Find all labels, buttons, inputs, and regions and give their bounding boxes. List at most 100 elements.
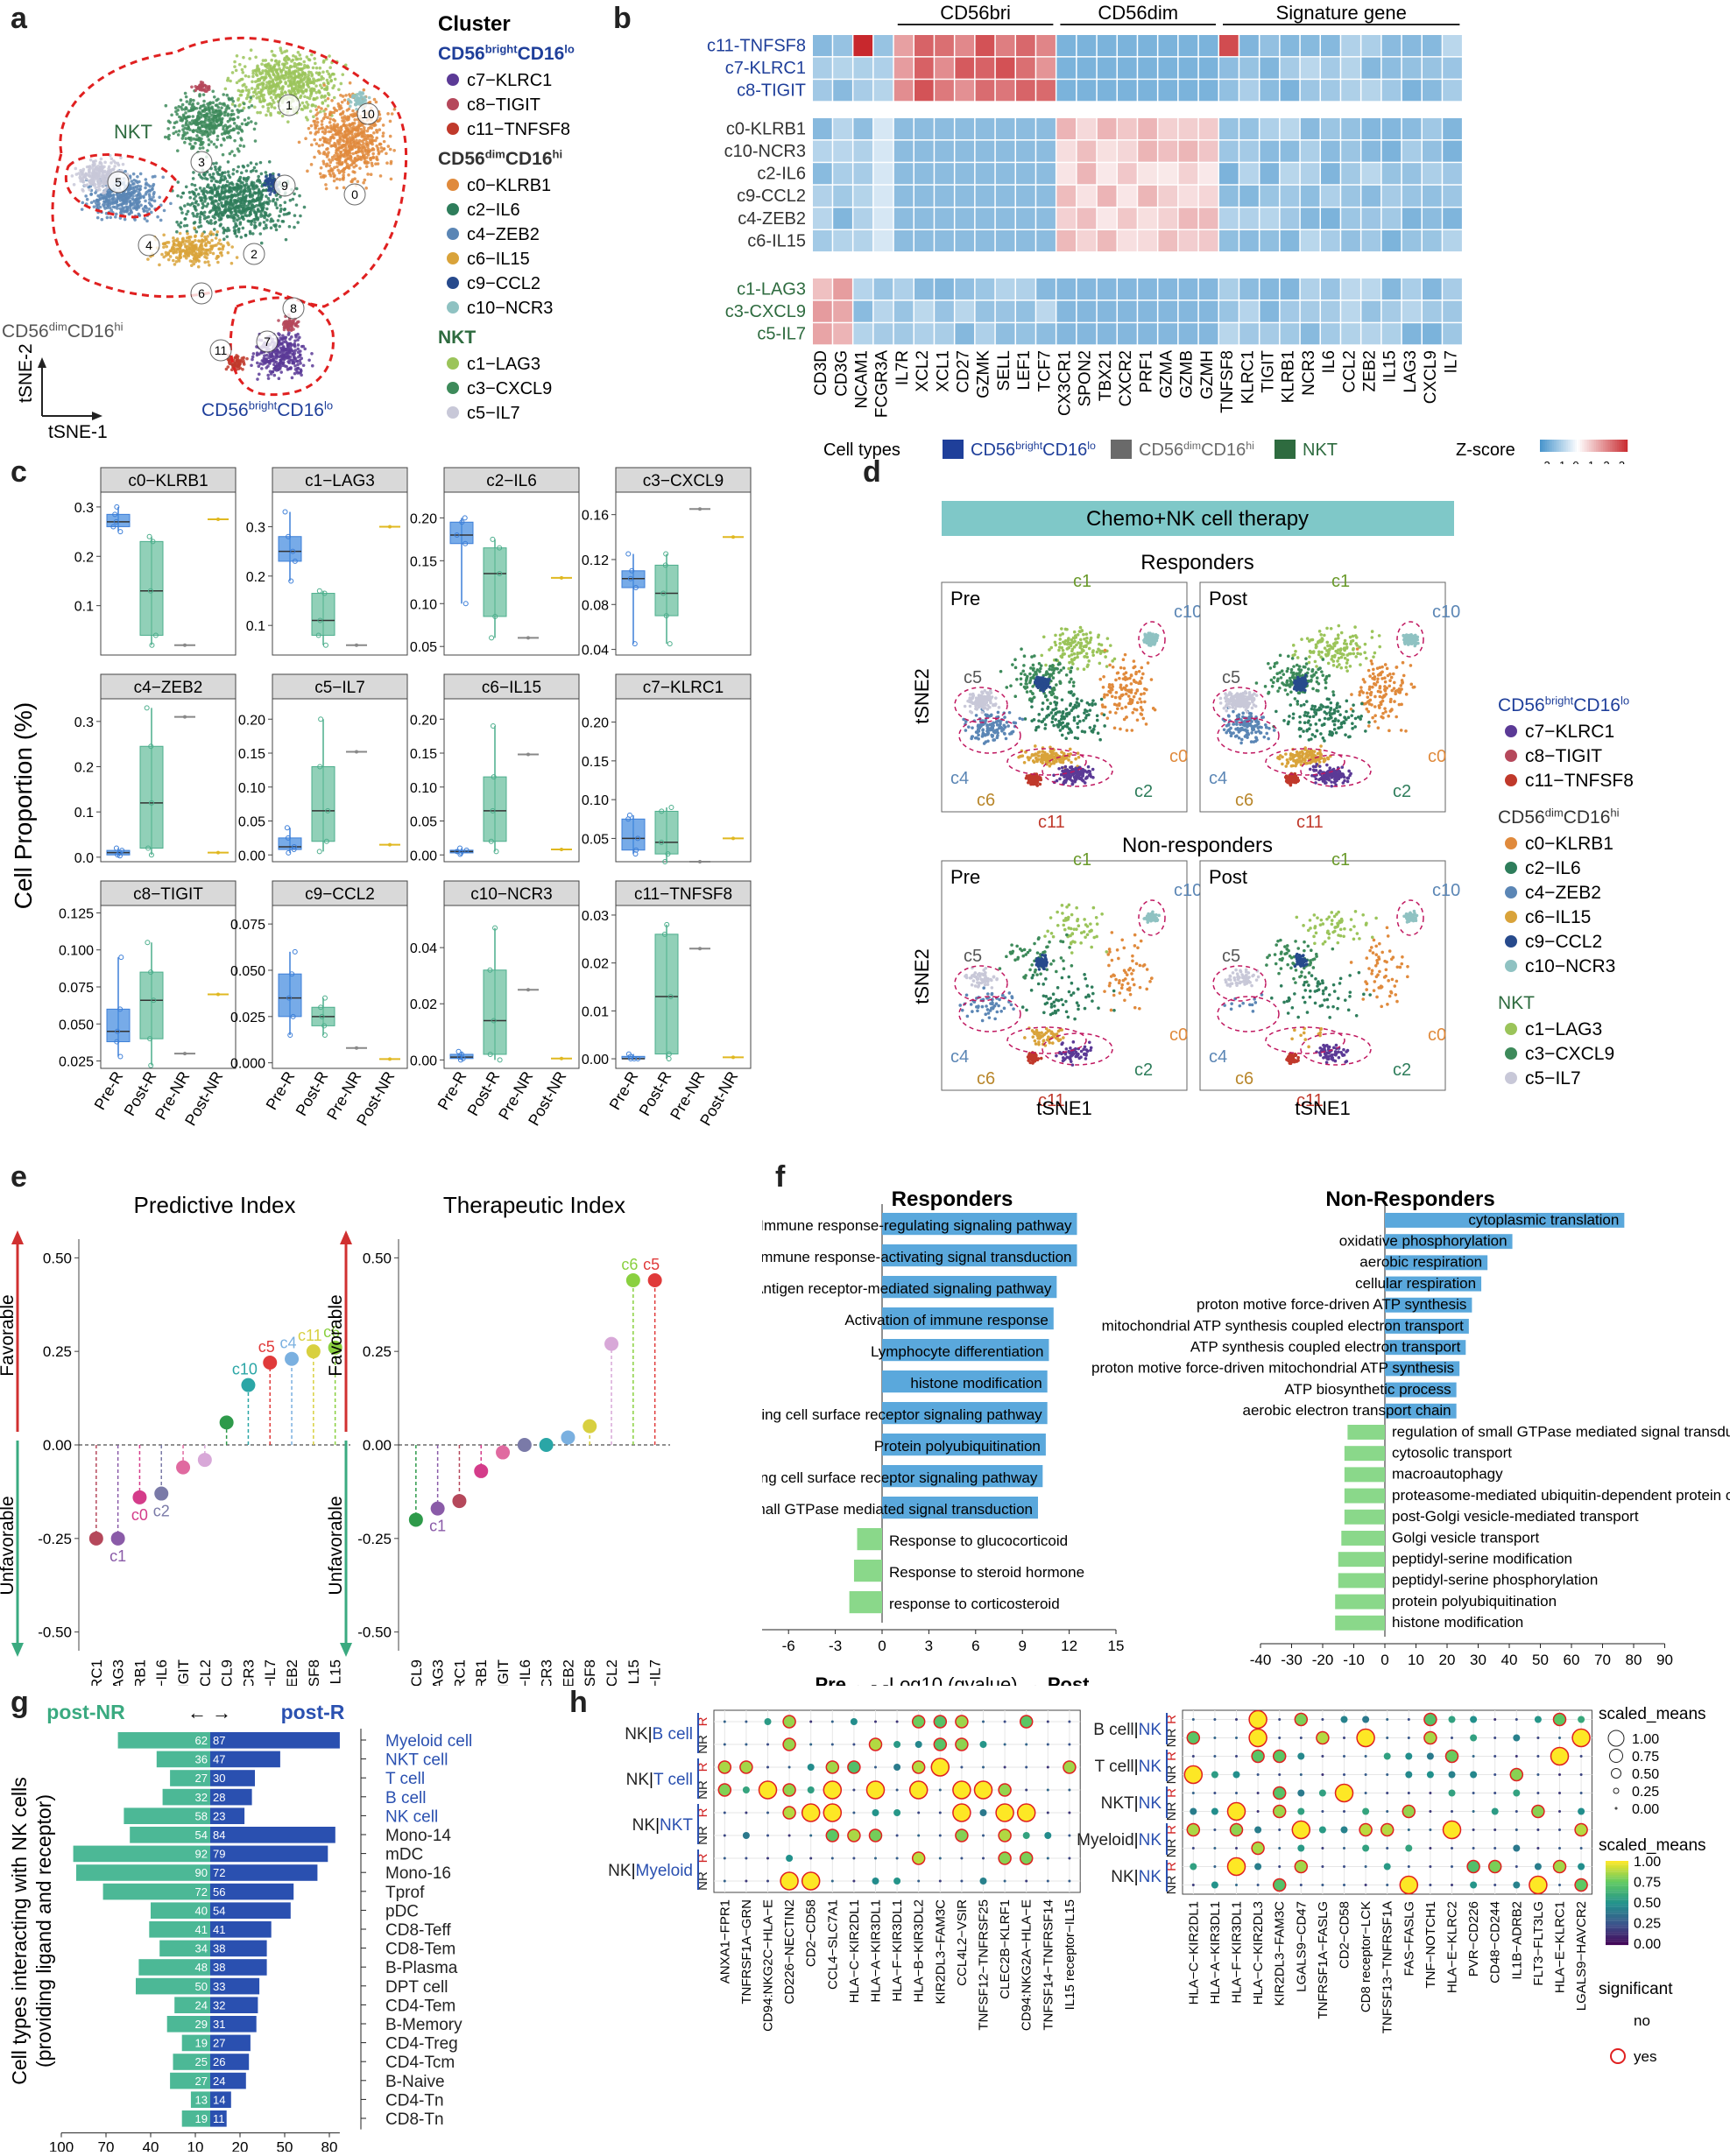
heatmap-cell [1199, 301, 1218, 322]
facet-title: c5−IL7 [314, 679, 365, 697]
cell-point [309, 109, 313, 113]
heatmap-cell [874, 141, 893, 162]
heatmap-cell [1036, 163, 1056, 184]
zscore-gradient-step [1566, 440, 1568, 452]
cell-point [328, 66, 332, 69]
cell-point [158, 264, 161, 267]
cell-point [282, 361, 286, 364]
cell-point [220, 251, 223, 255]
cell-point [202, 100, 206, 103]
tsne-point [1083, 667, 1086, 671]
cell-point [152, 191, 156, 194]
heatmap-cell [1260, 141, 1279, 162]
cell-point [357, 123, 361, 127]
legend-item-label: c2−IL6 [467, 201, 520, 220]
cell-point [233, 65, 237, 68]
cell-point [81, 201, 84, 205]
cell-point [226, 79, 229, 82]
cluster-number-text: 2 [251, 247, 258, 261]
cell-point [270, 358, 273, 362]
heatmap-cell [1382, 186, 1402, 207]
heatmap-cell [1382, 208, 1402, 229]
cell-point [139, 173, 143, 176]
cell-point [130, 191, 133, 194]
cell-point [128, 187, 131, 191]
c-ytick-label: 0.3 [74, 501, 94, 516]
heatmap-cell [935, 163, 954, 184]
heatmap-cell [833, 58, 852, 79]
cell-point [254, 139, 258, 143]
zscore-gradient-step [1568, 440, 1570, 452]
cell-point [207, 183, 210, 187]
tsne-point [1055, 683, 1058, 687]
cell-point [152, 183, 156, 187]
heatmap-cell [1301, 323, 1320, 344]
zscore-gradient-step [1591, 440, 1592, 452]
cell-point [296, 360, 300, 363]
cell-point [136, 203, 139, 207]
cell-point [163, 209, 166, 213]
cell-point [175, 221, 179, 224]
cell-point [372, 124, 376, 128]
cell-point [289, 367, 293, 370]
legend-item-label: c9−CCL2 [467, 274, 540, 293]
tsne-point [1071, 662, 1075, 666]
heatmap-cell [1402, 278, 1422, 299]
tsne-point [1020, 677, 1023, 680]
cell-point [250, 95, 253, 99]
c-xtick-label: Pre-R [434, 1068, 470, 1113]
tsne-point [1082, 649, 1085, 652]
cell-point [322, 151, 326, 154]
cell-point [73, 183, 76, 187]
cell-point [300, 63, 303, 67]
cell-point [229, 113, 233, 116]
heatmap-cell [1077, 230, 1097, 251]
cell-point [211, 89, 215, 93]
cell-point [188, 121, 192, 124]
cell-point [239, 78, 243, 81]
cell-point [193, 197, 196, 201]
cell-point [216, 261, 220, 264]
legend-item-label: c7−KLRC1 [467, 71, 552, 90]
cell-point [261, 202, 265, 206]
tsne-point [1067, 667, 1070, 671]
cell-point [255, 93, 258, 96]
tsne-point [1069, 671, 1072, 674]
cell-point [258, 203, 262, 207]
cell-point [311, 81, 314, 84]
zscore-gradient-step [1547, 440, 1549, 452]
cell-point [210, 188, 214, 192]
heatmap-cell [1098, 163, 1117, 184]
cell-point [148, 193, 152, 196]
cell-point [201, 146, 205, 150]
cell-point [216, 190, 220, 194]
cell-point [210, 245, 214, 249]
heatmap-cell [894, 35, 914, 56]
cell-point [229, 136, 232, 139]
zscore-gradient-step [1624, 440, 1626, 452]
cell-point [310, 352, 314, 356]
cell-point [389, 135, 392, 138]
cell-point [314, 62, 317, 66]
cell-point [105, 176, 109, 180]
cell-point [380, 146, 384, 150]
heatmap-cell [996, 163, 1015, 184]
c-xtick-label: Pre-R [263, 1068, 299, 1113]
cell-point [362, 155, 365, 159]
zscore-gradient-step [1571, 440, 1573, 452]
heatmap-cell [894, 141, 914, 162]
heatmap-col-label: PRF1 [1137, 350, 1155, 393]
c-ytick-label: 0.075 [59, 981, 94, 996]
tsne-point [1084, 645, 1088, 649]
cell-point [186, 100, 189, 103]
cell-point [347, 173, 350, 177]
cell-point [203, 173, 207, 177]
heatmap-cell [1341, 118, 1360, 139]
cell-point [132, 173, 136, 176]
box-point [355, 750, 358, 753]
heatmap-cell [1179, 186, 1198, 207]
cell-point [270, 59, 273, 62]
cell-point [192, 130, 195, 134]
c-ytick-label: 0.03 [582, 909, 609, 924]
